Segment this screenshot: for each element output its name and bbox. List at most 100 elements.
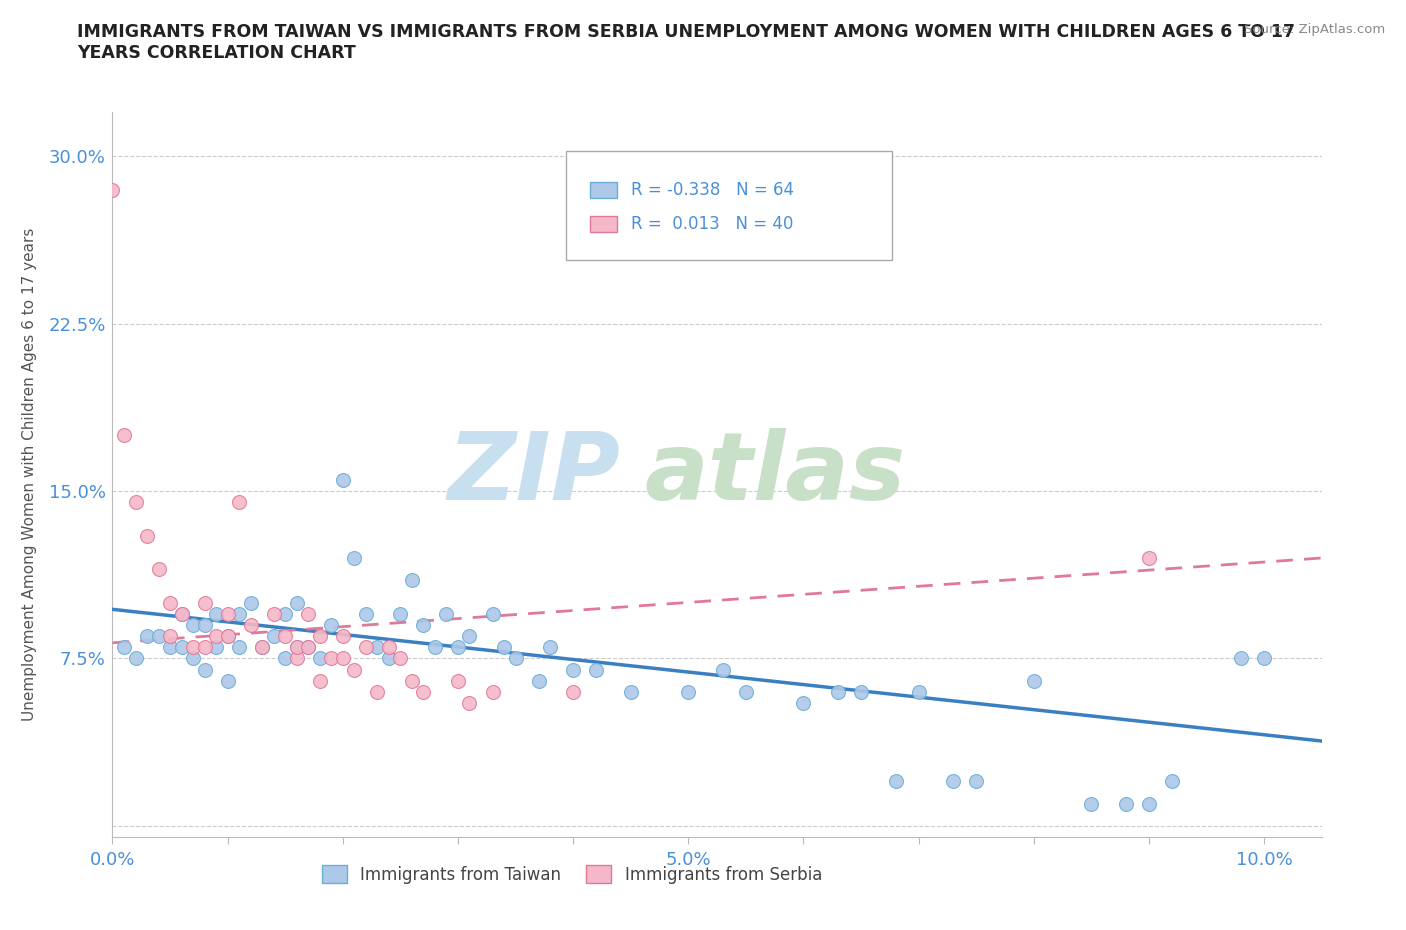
Point: [194, 618, 217, 632]
Point: [263, 629, 285, 644]
Point: [170, 606, 193, 621]
Point: [447, 673, 470, 688]
Point: [228, 640, 250, 655]
Point: [285, 651, 308, 666]
Point: [181, 651, 204, 666]
Point: [412, 684, 434, 699]
Point: [332, 651, 354, 666]
Point: [505, 651, 527, 666]
Point: [194, 595, 217, 610]
Point: [389, 606, 412, 621]
Point: [321, 651, 343, 666]
Point: [538, 640, 561, 655]
Point: [343, 551, 366, 565]
Point: [194, 640, 217, 655]
Point: [1137, 551, 1160, 565]
Point: [228, 606, 250, 621]
Point: [181, 640, 204, 655]
Point: [205, 640, 228, 655]
Point: [942, 774, 965, 789]
Point: [354, 606, 377, 621]
Point: [308, 651, 330, 666]
Point: [1022, 673, 1045, 688]
Point: [136, 528, 159, 543]
Text: atlas: atlas: [644, 429, 905, 520]
Point: [401, 673, 423, 688]
Point: [678, 684, 700, 699]
Text: YEARS CORRELATION CHART: YEARS CORRELATION CHART: [77, 44, 356, 61]
FancyBboxPatch shape: [591, 182, 617, 198]
Point: [1253, 651, 1275, 666]
FancyBboxPatch shape: [591, 216, 617, 232]
Point: [711, 662, 734, 677]
Point: [124, 495, 146, 510]
Point: [343, 662, 366, 677]
Point: [492, 640, 515, 655]
Point: [308, 673, 330, 688]
Text: R =  0.013   N = 40: R = 0.013 N = 40: [631, 215, 793, 233]
Point: [170, 640, 193, 655]
Point: [159, 595, 181, 610]
Text: IMMIGRANTS FROM TAIWAN VS IMMIGRANTS FROM SERBIA UNEMPLOYMENT AMONG WOMEN WITH C: IMMIGRANTS FROM TAIWAN VS IMMIGRANTS FRO…: [77, 23, 1295, 41]
Point: [159, 640, 181, 655]
Point: [436, 606, 458, 621]
Point: [354, 640, 377, 655]
Point: [585, 662, 607, 677]
Text: Source: ZipAtlas.com: Source: ZipAtlas.com: [1244, 23, 1385, 36]
Point: [297, 606, 319, 621]
FancyBboxPatch shape: [565, 152, 893, 260]
Point: [148, 629, 170, 644]
Point: [458, 696, 481, 711]
Point: [1230, 651, 1253, 666]
Point: [792, 696, 814, 711]
Point: [527, 673, 550, 688]
Point: [136, 629, 159, 644]
Point: [297, 640, 319, 655]
Point: [423, 640, 446, 655]
Point: [217, 673, 239, 688]
Point: [170, 606, 193, 621]
Point: [481, 606, 503, 621]
Point: [205, 606, 228, 621]
Point: [274, 651, 297, 666]
Legend: Immigrants from Taiwan, Immigrants from Serbia: Immigrants from Taiwan, Immigrants from …: [315, 858, 828, 890]
Point: [389, 651, 412, 666]
Point: [366, 640, 388, 655]
Point: [332, 472, 354, 487]
Point: [965, 774, 987, 789]
Point: [228, 495, 250, 510]
Point: [378, 651, 401, 666]
Point: [366, 684, 388, 699]
Point: [285, 640, 308, 655]
Point: [112, 640, 135, 655]
Point: [884, 774, 907, 789]
Point: [907, 684, 929, 699]
Point: [239, 595, 262, 610]
Point: [124, 651, 146, 666]
Point: [620, 684, 643, 699]
Point: [112, 428, 135, 443]
Point: [827, 684, 849, 699]
Point: [332, 629, 354, 644]
Point: [263, 606, 285, 621]
Point: [412, 618, 434, 632]
Point: [101, 182, 124, 197]
Point: [308, 629, 330, 644]
Point: [447, 640, 470, 655]
Point: [562, 662, 585, 677]
Point: [458, 629, 481, 644]
Point: [194, 662, 217, 677]
Point: [285, 640, 308, 655]
Point: [274, 606, 297, 621]
Point: [1137, 796, 1160, 811]
Point: [274, 629, 297, 644]
Text: R = -0.338   N = 64: R = -0.338 N = 64: [631, 181, 794, 199]
Text: ZIP: ZIP: [447, 429, 620, 520]
Point: [159, 629, 181, 644]
Point: [217, 629, 239, 644]
Point: [321, 618, 343, 632]
Point: [1115, 796, 1137, 811]
Point: [285, 595, 308, 610]
Point: [181, 618, 204, 632]
Point: [849, 684, 872, 699]
